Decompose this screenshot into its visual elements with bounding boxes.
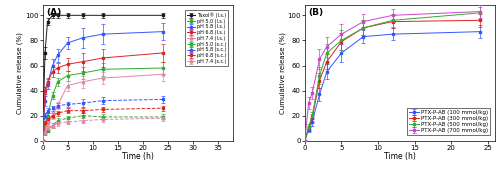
X-axis label: Time (h): Time (h) [122, 152, 154, 161]
Legend: PTX-P-AB (100 mmol/kg), PTX-P-AB (300 mmol/kg), PTX-P-AB (500 mmol/kg), PTX-P-AB: PTX-P-AB (100 mmol/kg), PTX-P-AB (300 mm… [407, 108, 490, 135]
X-axis label: Time (h): Time (h) [384, 152, 416, 161]
Text: (B): (B) [308, 8, 324, 17]
Text: (A): (A) [46, 8, 62, 17]
Y-axis label: Cumulative release (%): Cumulative release (%) [280, 32, 286, 114]
Legend: Taxol® (l.s.), pH 5.0 (l.s.), pH 5.8 (l.s.), pH 6.8 (l.s.), pH 7.4 (l.s.), pH 5.: Taxol® (l.s.), pH 5.0 (l.s.), pH 5.8 (l.… [184, 10, 228, 66]
Y-axis label: Cumulative release (%): Cumulative release (%) [17, 32, 24, 114]
